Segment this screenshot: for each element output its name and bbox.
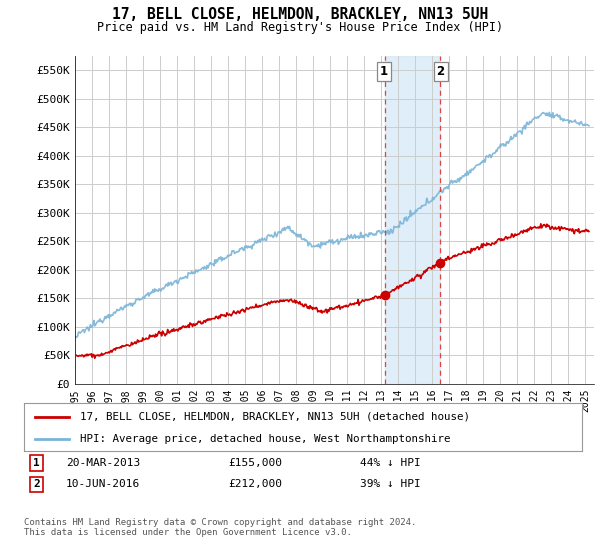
Text: £155,000: £155,000 (228, 458, 282, 468)
Text: 17, BELL CLOSE, HELMDON, BRACKLEY, NN13 5UH (detached house): 17, BELL CLOSE, HELMDON, BRACKLEY, NN13 … (80, 412, 470, 422)
Text: 44% ↓ HPI: 44% ↓ HPI (360, 458, 421, 468)
Text: 1: 1 (33, 458, 40, 468)
Text: £212,000: £212,000 (228, 479, 282, 489)
Text: 20-MAR-2013: 20-MAR-2013 (66, 458, 140, 468)
Text: 2: 2 (437, 65, 445, 78)
Text: 17, BELL CLOSE, HELMDON, BRACKLEY, NN13 5UH: 17, BELL CLOSE, HELMDON, BRACKLEY, NN13 … (112, 7, 488, 22)
Text: 10-JUN-2016: 10-JUN-2016 (66, 479, 140, 489)
Text: 1: 1 (380, 65, 388, 78)
Text: Contains HM Land Registry data © Crown copyright and database right 2024.
This d: Contains HM Land Registry data © Crown c… (24, 518, 416, 538)
Text: 2: 2 (33, 479, 40, 489)
Text: 39% ↓ HPI: 39% ↓ HPI (360, 479, 421, 489)
Text: HPI: Average price, detached house, West Northamptonshire: HPI: Average price, detached house, West… (80, 434, 450, 444)
Text: Price paid vs. HM Land Registry's House Price Index (HPI): Price paid vs. HM Land Registry's House … (97, 21, 503, 34)
Bar (385, 56, 440, 384)
